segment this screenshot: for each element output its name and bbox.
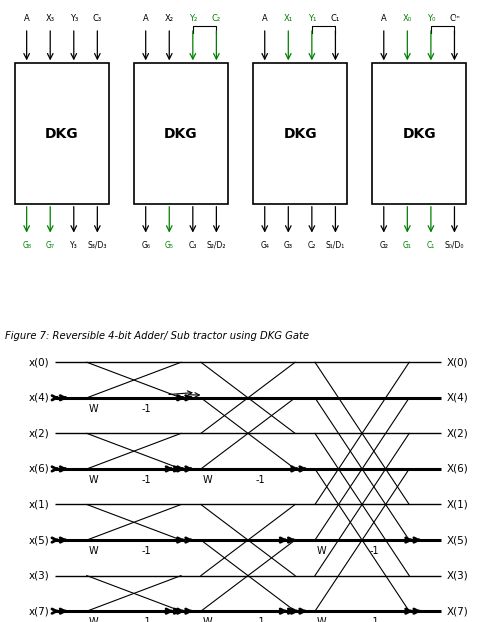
Text: x(5): x(5) xyxy=(29,535,50,545)
Text: Cᴵⁿ: Cᴵⁿ xyxy=(449,14,460,23)
Text: S₁/D₁: S₁/D₁ xyxy=(326,241,345,249)
Text: S₃/D₃: S₃/D₃ xyxy=(88,241,107,249)
Text: Y₁: Y₁ xyxy=(308,14,316,23)
Text: S₀/D₀: S₀/D₀ xyxy=(445,241,464,249)
Text: X₂: X₂ xyxy=(165,14,174,23)
Text: C₂: C₂ xyxy=(308,241,316,249)
Text: X₃: X₃ xyxy=(46,14,55,23)
Text: -1: -1 xyxy=(141,617,151,622)
Text: X(6): X(6) xyxy=(446,464,468,474)
Text: Y₃: Y₃ xyxy=(70,241,78,249)
Text: X(4): X(4) xyxy=(446,393,468,403)
Text: G₆: G₆ xyxy=(141,241,150,249)
Text: G₅: G₅ xyxy=(165,241,174,249)
Text: C₁: C₁ xyxy=(427,241,435,249)
Text: A: A xyxy=(24,14,30,23)
Text: X(0): X(0) xyxy=(446,357,468,367)
Text: x(1): x(1) xyxy=(29,499,50,509)
Text: W: W xyxy=(316,617,326,622)
Text: W: W xyxy=(202,617,212,622)
Text: G₁: G₁ xyxy=(403,241,412,249)
Text: G₄: G₄ xyxy=(260,241,269,249)
Text: W: W xyxy=(88,617,98,622)
Text: DKG: DKG xyxy=(402,126,436,141)
Text: -1: -1 xyxy=(370,546,379,556)
Text: x(6): x(6) xyxy=(29,464,50,474)
Text: -1: -1 xyxy=(141,475,151,485)
Text: W: W xyxy=(88,404,98,414)
Bar xyxy=(372,63,466,204)
Text: G₂: G₂ xyxy=(379,241,388,249)
Bar xyxy=(253,63,347,204)
Text: X(5): X(5) xyxy=(446,535,468,545)
Text: S₂/D₂: S₂/D₂ xyxy=(207,241,226,249)
Text: W: W xyxy=(316,546,326,556)
Text: x(2): x(2) xyxy=(29,429,50,439)
Text: X₁: X₁ xyxy=(284,14,293,23)
Text: x(7): x(7) xyxy=(29,606,50,616)
Text: x(3): x(3) xyxy=(29,570,50,580)
Text: C₃: C₃ xyxy=(188,241,197,249)
Text: DKG: DKG xyxy=(164,126,198,141)
Text: G₃: G₃ xyxy=(284,241,293,249)
Text: C₂: C₂ xyxy=(212,14,221,23)
Text: A: A xyxy=(262,14,268,23)
Text: W: W xyxy=(88,475,98,485)
Text: x(4): x(4) xyxy=(29,393,50,403)
Text: X(3): X(3) xyxy=(446,570,468,580)
Text: X(2): X(2) xyxy=(446,429,468,439)
Text: X₀: X₀ xyxy=(403,14,412,23)
Text: G₇: G₇ xyxy=(46,241,55,249)
Bar xyxy=(15,63,109,204)
Text: W: W xyxy=(88,546,98,556)
Text: DKG: DKG xyxy=(283,126,317,141)
Text: A: A xyxy=(143,14,149,23)
Text: -1: -1 xyxy=(255,617,265,622)
Text: A: A xyxy=(381,14,387,23)
Text: Y₂: Y₂ xyxy=(188,14,197,23)
Text: X(7): X(7) xyxy=(446,606,468,616)
Bar xyxy=(134,63,228,204)
Text: Figure 7: Reversible 4-bit Adder/ Sub tractor using DKG Gate: Figure 7: Reversible 4-bit Adder/ Sub tr… xyxy=(5,331,309,341)
Text: X(1): X(1) xyxy=(446,499,468,509)
Text: Y₃: Y₃ xyxy=(69,14,78,23)
Text: Y₀: Y₀ xyxy=(427,14,435,23)
Text: -1: -1 xyxy=(370,617,379,622)
Text: W: W xyxy=(202,475,212,485)
Text: DKG: DKG xyxy=(45,126,79,141)
Text: x(0): x(0) xyxy=(29,357,50,367)
Text: -1: -1 xyxy=(141,404,151,414)
Text: -1: -1 xyxy=(255,475,265,485)
Text: C₁: C₁ xyxy=(331,14,340,23)
Text: G₈: G₈ xyxy=(22,241,31,249)
Text: -1: -1 xyxy=(141,546,151,556)
Text: C₃: C₃ xyxy=(93,14,102,23)
